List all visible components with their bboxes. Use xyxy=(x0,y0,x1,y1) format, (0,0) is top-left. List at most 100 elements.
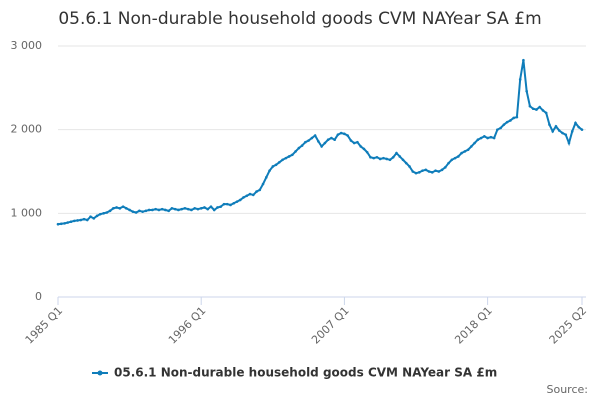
point xyxy=(144,209,148,213)
chart-title: 05.6.1 Non-durable household goods CVM N… xyxy=(58,9,541,29)
point xyxy=(180,207,183,211)
point xyxy=(450,158,454,162)
point xyxy=(538,105,541,109)
point xyxy=(242,196,245,199)
point xyxy=(531,107,535,111)
y-tick-label: 3 000 xyxy=(11,39,43,52)
point xyxy=(105,211,109,214)
point xyxy=(66,221,70,224)
point xyxy=(304,140,307,144)
point xyxy=(417,171,421,174)
point xyxy=(470,145,473,148)
point xyxy=(548,123,551,126)
point xyxy=(268,169,271,172)
point xyxy=(310,136,314,140)
point xyxy=(408,165,411,168)
point xyxy=(297,146,301,150)
point xyxy=(307,139,310,142)
point xyxy=(570,130,574,133)
point xyxy=(313,134,317,137)
point xyxy=(274,163,278,167)
point xyxy=(522,58,525,62)
point xyxy=(164,208,167,212)
point xyxy=(245,194,249,198)
point xyxy=(525,89,528,93)
point xyxy=(115,206,118,209)
point xyxy=(199,207,203,210)
point xyxy=(502,123,506,126)
point xyxy=(154,207,157,211)
point xyxy=(486,136,489,140)
point xyxy=(505,120,509,124)
point xyxy=(76,219,79,222)
point xyxy=(255,190,258,193)
point xyxy=(466,148,470,152)
source-label: Source: xyxy=(547,383,589,396)
point xyxy=(437,170,441,173)
point xyxy=(535,108,538,111)
y-tick-label: 0 xyxy=(35,290,42,303)
point xyxy=(509,119,512,122)
point xyxy=(391,155,395,159)
point xyxy=(404,161,408,165)
point xyxy=(330,136,333,140)
point xyxy=(401,158,405,162)
point xyxy=(284,156,288,160)
point xyxy=(518,78,522,81)
point xyxy=(125,207,128,210)
point xyxy=(499,126,502,130)
point xyxy=(339,131,343,135)
point xyxy=(203,206,206,209)
point xyxy=(398,155,402,158)
point xyxy=(460,151,463,155)
point xyxy=(79,218,83,222)
point xyxy=(333,138,336,142)
point xyxy=(369,155,372,159)
point xyxy=(421,169,424,172)
point xyxy=(170,207,174,210)
point xyxy=(112,207,115,210)
point xyxy=(378,157,382,161)
point xyxy=(352,141,356,145)
point xyxy=(63,222,66,225)
point xyxy=(544,111,548,115)
point xyxy=(235,200,239,203)
point xyxy=(388,158,392,162)
point xyxy=(346,134,349,137)
point xyxy=(483,135,486,138)
point xyxy=(102,212,105,215)
point xyxy=(56,222,60,226)
point xyxy=(157,208,161,212)
y-tick-label: 2 000 xyxy=(11,123,43,136)
point xyxy=(567,141,571,145)
series-line xyxy=(57,60,583,226)
point xyxy=(281,158,284,162)
point xyxy=(496,128,499,131)
point xyxy=(229,203,232,207)
point xyxy=(440,168,444,172)
point xyxy=(349,139,353,142)
point xyxy=(190,208,193,212)
point xyxy=(300,144,304,147)
point xyxy=(193,207,196,210)
point xyxy=(463,150,467,153)
point xyxy=(99,212,102,216)
point xyxy=(414,171,418,175)
point xyxy=(561,131,564,135)
point xyxy=(512,116,515,120)
point xyxy=(271,165,275,168)
point xyxy=(121,205,125,208)
point xyxy=(225,202,229,206)
point xyxy=(138,209,141,213)
point xyxy=(232,201,236,205)
point xyxy=(551,130,555,133)
point xyxy=(219,205,223,208)
point xyxy=(222,202,226,206)
point xyxy=(424,168,428,172)
point xyxy=(317,140,320,143)
point xyxy=(479,136,483,140)
point xyxy=(434,169,437,172)
point xyxy=(557,129,561,132)
point xyxy=(141,210,144,213)
